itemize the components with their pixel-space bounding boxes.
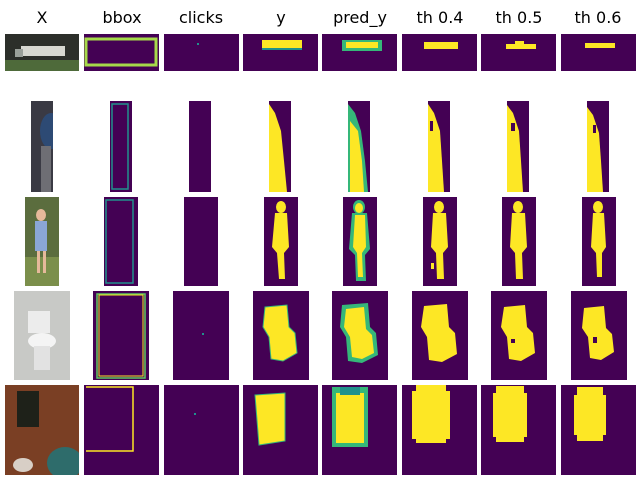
column-header-clicks: clicks bbox=[178, 8, 224, 27]
threshold-04-mask-row-2 bbox=[428, 101, 450, 192]
input-image-row-3 bbox=[25, 197, 59, 286]
bbox-mask-row-1 bbox=[84, 34, 159, 71]
threshold-04-mask-row-3 bbox=[423, 197, 457, 286]
threshold-05-mask-row-2 bbox=[507, 101, 529, 192]
column-header-y: y bbox=[276, 8, 286, 27]
ground-truth-mask-row-5 bbox=[243, 385, 318, 475]
column-header-th-06: th 0.6 bbox=[574, 8, 622, 27]
threshold-04-mask-row-4 bbox=[412, 291, 468, 380]
clicks-mask-row-5 bbox=[164, 385, 239, 475]
threshold-06-mask-row-4 bbox=[571, 291, 627, 380]
clicks-mask-row-1 bbox=[164, 34, 239, 71]
column-header-bbox: bbox bbox=[102, 8, 142, 27]
input-image-row-4 bbox=[14, 291, 70, 380]
input-image-row-2 bbox=[31, 101, 53, 192]
threshold-06-mask-row-1 bbox=[561, 34, 636, 71]
input-image-row-1 bbox=[5, 34, 79, 71]
prediction-mask-row-2 bbox=[348, 101, 370, 192]
bbox-mask-row-3 bbox=[104, 197, 138, 286]
prediction-mask-row-3 bbox=[343, 197, 377, 286]
threshold-05-mask-row-4 bbox=[491, 291, 547, 380]
clicks-mask-row-4 bbox=[173, 291, 229, 380]
prediction-mask-row-1 bbox=[322, 34, 397, 71]
prediction-mask-row-4 bbox=[332, 291, 388, 380]
bbox-mask-row-4 bbox=[93, 291, 149, 380]
clicks-mask-row-2 bbox=[189, 101, 211, 192]
clicks-mask-row-3 bbox=[184, 197, 218, 286]
threshold-06-mask-row-5 bbox=[561, 385, 636, 475]
threshold-04-mask-row-1 bbox=[402, 34, 477, 71]
threshold-06-mask-row-2 bbox=[587, 101, 609, 192]
threshold-05-mask-row-1 bbox=[481, 34, 556, 71]
bbox-mask-row-2 bbox=[110, 101, 132, 192]
ground-truth-mask-row-3 bbox=[264, 197, 298, 286]
bbox-mask-row-5 bbox=[84, 385, 159, 475]
column-header-th-05: th 0.5 bbox=[495, 8, 543, 27]
threshold-04-mask-row-5 bbox=[402, 385, 477, 475]
threshold-05-mask-row-3 bbox=[502, 197, 536, 286]
prediction-mask-row-5 bbox=[322, 385, 397, 475]
ground-truth-mask-row-2 bbox=[269, 101, 291, 192]
input-image-row-5 bbox=[5, 385, 79, 475]
column-header-th-04: th 0.4 bbox=[416, 8, 464, 27]
ground-truth-mask-row-4 bbox=[253, 291, 309, 380]
column-header-pred-y: pred_y bbox=[333, 8, 387, 27]
threshold-05-mask-row-5 bbox=[481, 385, 556, 475]
threshold-06-mask-row-3 bbox=[582, 197, 616, 286]
ground-truth-mask-row-1 bbox=[243, 34, 318, 71]
column-header-x: X bbox=[36, 8, 48, 27]
